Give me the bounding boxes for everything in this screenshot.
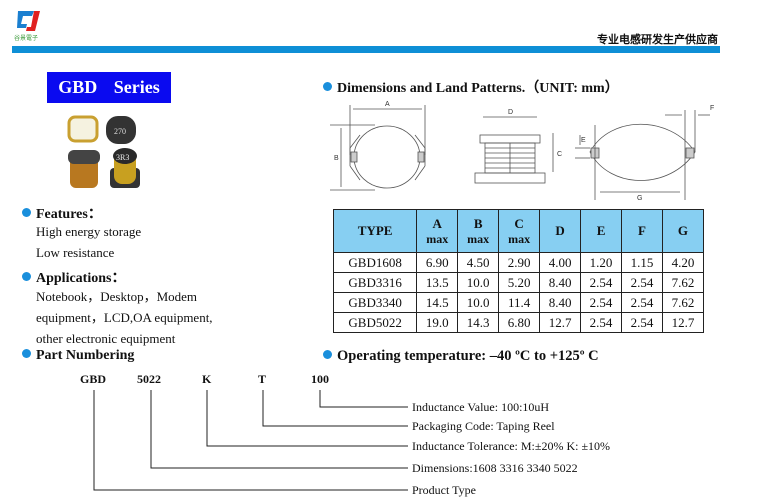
svg-text:270: 270 — [114, 127, 126, 136]
series-title: GBD Series — [47, 72, 171, 103]
table-cell: 6.80 — [498, 312, 541, 333]
product-photo: 270 3R3 — [64, 112, 144, 197]
column-header: TYPE — [332, 209, 418, 253]
table-cell: 2.54 — [580, 292, 622, 313]
bullet-icon — [22, 349, 31, 358]
table-cell: 2.54 — [621, 292, 663, 313]
table-cell: 5.20 — [498, 272, 541, 293]
table-cell: 11.4 — [498, 292, 541, 313]
table-cell: 4.00 — [539, 252, 582, 273]
code-tolerance: K — [202, 372, 212, 386]
table-cell: 7.62 — [661, 272, 705, 293]
table-cell: GBD3316 — [332, 272, 418, 293]
table-cell: 2.90 — [498, 252, 541, 273]
svg-text:G: G — [637, 195, 642, 202]
table-cell: 8.40 — [539, 272, 582, 293]
svg-text:谷景電子: 谷景電子 — [14, 34, 38, 42]
bullet-icon — [22, 208, 31, 217]
bullet-icon — [323, 82, 332, 91]
column-header: F — [621, 209, 663, 253]
table-cell: 19.0 — [416, 312, 459, 333]
svg-text:F: F — [710, 105, 714, 112]
table-cell: 1.20 — [580, 252, 622, 273]
bullet-icon — [323, 350, 332, 359]
label-tolerance: Inductance Tolerance: M:±20% K: ±10% — [412, 439, 611, 453]
label-dimensions: Dimensions:1608 3316 3340 5022 — [412, 461, 578, 475]
table-cell: 4.20 — [661, 252, 705, 273]
applications-text: Notebook，Desktop，Modem equipment，LCD,OA e… — [36, 289, 213, 346]
table-cell: GBD5022 — [332, 312, 418, 333]
table-cell: 2.54 — [621, 312, 663, 333]
column-header: G — [661, 209, 705, 253]
dimensions-heading: Dimensions and Land Patterns.（UNIT: mm） — [323, 77, 619, 97]
table-row: GBD3340 14.5 10.0 11.4 8.40 2.54 2.54 7.62 — [332, 292, 705, 313]
code-inductance: 100 — [311, 372, 329, 386]
svg-text:B: B — [334, 155, 339, 162]
feature-item: High energy storage — [36, 224, 142, 239]
code-product-type: GBD — [80, 372, 107, 386]
table-cell: 10.0 — [457, 272, 500, 293]
table-cell: 12.7 — [539, 312, 582, 333]
table-cell: 4.50 — [457, 252, 500, 273]
label-product-type: Product Type — [412, 483, 476, 497]
table-cell: 13.5 — [416, 272, 459, 293]
table-cell: 2.54 — [580, 272, 622, 293]
table-row: GBD5022 19.0 14.3 6.80 12.7 2.54 2.54 12.7 — [332, 312, 705, 333]
features-heading: Features： — [22, 203, 102, 223]
svg-text:C: C — [557, 151, 562, 158]
company-logo: 谷景電子 — [14, 8, 42, 47]
header-bar — [12, 46, 720, 53]
bullet-icon — [22, 272, 31, 281]
table-cell: 10.0 — [457, 292, 500, 313]
table-cell: 1.15 — [621, 252, 663, 273]
label-inductance-value: Inductance Value: 100:10uH — [412, 400, 550, 414]
table-cell: 2.54 — [621, 272, 663, 293]
tagline: 专业电感研发生产供应商 — [597, 33, 718, 46]
code-dimensions: 5022 — [137, 372, 161, 386]
table-cell: 14.3 — [457, 312, 500, 333]
table-row: GBD1608 6.90 4.50 2.90 4.00 1.20 1.15 4.20 — [332, 252, 705, 273]
table-cell: 8.40 — [539, 292, 582, 313]
part-numbering-heading: Part Numbering — [22, 348, 134, 364]
svg-text:E: E — [581, 137, 586, 144]
table-cell: 12.7 — [661, 312, 705, 333]
column-header: E — [580, 209, 622, 253]
table-row: GBD3316 13.5 10.0 5.20 8.40 2.54 2.54 7.62 — [332, 272, 705, 293]
applications-heading: Applications： — [22, 267, 125, 287]
feature-item: Low resistance — [36, 245, 115, 260]
table-cell: 14.5 — [416, 292, 459, 313]
svg-text:3R3: 3R3 — [116, 153, 129, 162]
operating-temperature: Operating temperature: –40 ºC to +125º C — [323, 348, 599, 365]
features-list: High energy storage Low resistance — [36, 221, 141, 263]
column-header: D — [539, 209, 582, 253]
table-cell: GBD3340 — [332, 292, 418, 313]
table-cell: 7.62 — [661, 292, 705, 313]
svg-text:D: D — [508, 109, 513, 116]
svg-text:A: A — [385, 101, 390, 108]
dimension-diagram: A B D C E F G — [330, 101, 714, 202]
code-packaging: T — [258, 372, 267, 386]
table-cell: GBD1608 — [332, 252, 418, 273]
table-cell: 2.54 — [580, 312, 622, 333]
table-cell: 6.90 — [416, 252, 459, 273]
label-packaging: Packaging Code: Taping Reel — [412, 419, 555, 433]
